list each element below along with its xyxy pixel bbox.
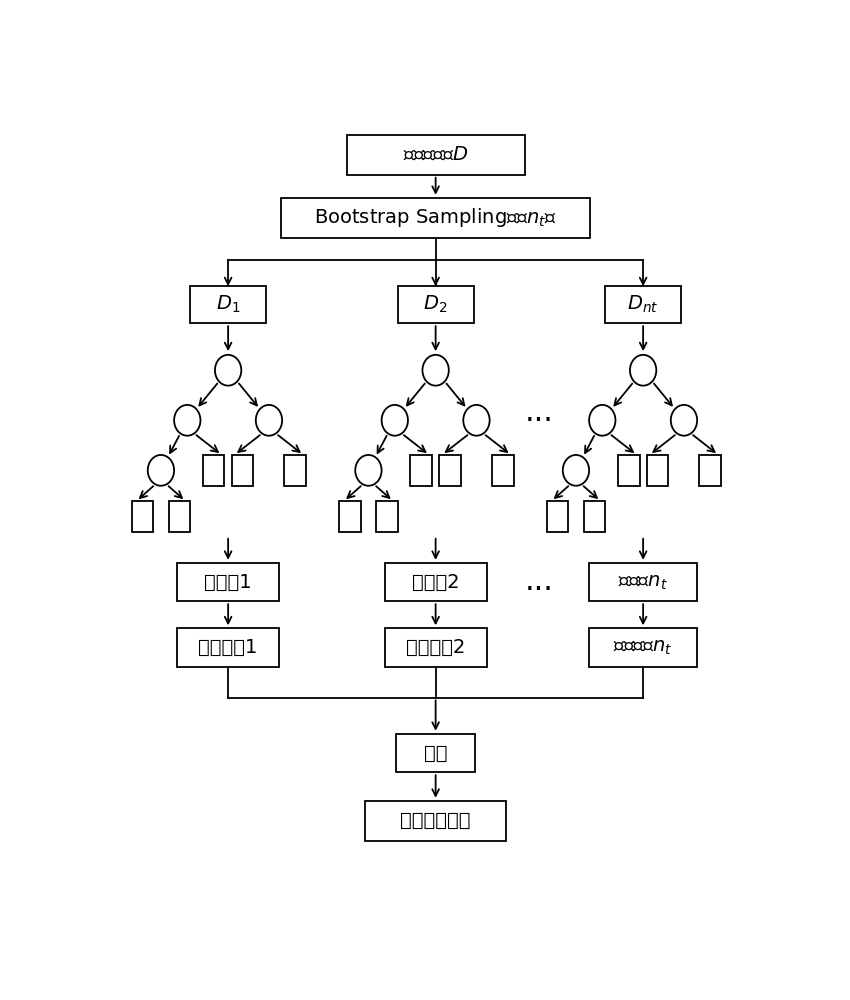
Text: 决策树$n_t$: 决策树$n_t$ [618,572,668,591]
FancyBboxPatch shape [132,501,153,532]
Text: 决策树2: 决策树2 [411,572,460,591]
Text: ...: ... [524,398,553,427]
Text: 决策树1: 决策树1 [204,572,252,591]
FancyBboxPatch shape [618,455,639,486]
FancyBboxPatch shape [190,286,266,323]
Text: $D_{nt}$: $D_{nt}$ [627,294,659,315]
Circle shape [355,455,382,486]
Circle shape [463,405,490,436]
Circle shape [563,455,589,486]
FancyBboxPatch shape [547,501,569,532]
Circle shape [422,355,449,386]
FancyBboxPatch shape [168,501,190,532]
Text: $D_2$: $D_2$ [423,294,448,315]
FancyBboxPatch shape [203,455,224,486]
FancyBboxPatch shape [384,563,487,601]
Text: 分类结果2: 分类结果2 [406,638,465,657]
FancyBboxPatch shape [396,734,475,772]
FancyBboxPatch shape [589,563,698,601]
Text: Bootstrap Sampling采样$n_t$次: Bootstrap Sampling采样$n_t$次 [314,206,557,229]
Circle shape [174,405,201,436]
FancyBboxPatch shape [365,801,507,841]
FancyBboxPatch shape [647,455,668,486]
FancyBboxPatch shape [492,455,513,486]
FancyBboxPatch shape [398,286,473,323]
FancyBboxPatch shape [177,628,279,667]
Circle shape [671,405,697,436]
FancyBboxPatch shape [285,455,306,486]
Circle shape [382,405,408,436]
FancyBboxPatch shape [232,455,253,486]
Circle shape [256,405,282,436]
Circle shape [215,355,241,386]
FancyBboxPatch shape [411,455,432,486]
FancyBboxPatch shape [605,286,681,323]
FancyBboxPatch shape [439,455,461,486]
Text: 分类结果1: 分类结果1 [198,638,258,657]
Text: 分类结果$n_t$: 分类结果$n_t$ [614,638,673,657]
Circle shape [148,455,174,486]
Circle shape [589,405,615,436]
Text: $D_1$: $D_1$ [216,294,241,315]
Circle shape [630,355,656,386]
FancyBboxPatch shape [376,501,398,532]
FancyBboxPatch shape [347,135,524,175]
FancyBboxPatch shape [384,628,487,667]
Text: 原始样本集$D$: 原始样本集$D$ [403,145,468,164]
Text: 得到分类结果: 得到分类结果 [400,811,471,830]
FancyBboxPatch shape [589,628,698,667]
FancyBboxPatch shape [177,563,279,601]
FancyBboxPatch shape [280,198,591,238]
FancyBboxPatch shape [583,501,605,532]
Text: 投票: 投票 [424,743,447,762]
FancyBboxPatch shape [339,501,361,532]
FancyBboxPatch shape [700,455,721,486]
Text: ...: ... [524,568,553,596]
